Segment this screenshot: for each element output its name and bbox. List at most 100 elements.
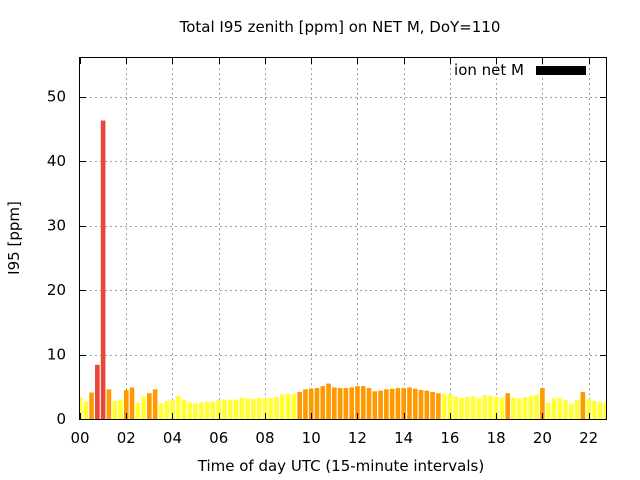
x-tick-label: 16 (440, 429, 459, 447)
bar (592, 400, 597, 419)
plot-frame (79, 57, 607, 420)
x-tick-label: 18 (487, 429, 506, 447)
bar (100, 120, 106, 419)
bar (424, 390, 430, 419)
bar (349, 387, 354, 419)
bar (285, 393, 291, 419)
bar (326, 383, 331, 419)
y-tick-label: 40 (47, 152, 66, 170)
bar (603, 402, 606, 419)
x-tick-label: 22 (579, 429, 598, 447)
x-tick-label: 06 (209, 429, 228, 447)
bar (80, 397, 83, 419)
bar (412, 388, 418, 419)
bar (274, 397, 279, 419)
bar (389, 388, 395, 419)
bar (407, 387, 412, 419)
bar (216, 399, 222, 419)
bars (80, 120, 606, 419)
bar (89, 392, 94, 419)
bar (251, 399, 256, 419)
x-tick-label: 20 (533, 429, 552, 447)
bar (158, 403, 164, 419)
bar (193, 403, 198, 419)
bar (522, 397, 528, 419)
x-tick-label: 10 (302, 429, 321, 447)
bar (378, 390, 383, 419)
bar (418, 389, 424, 419)
bar (332, 387, 337, 419)
bar (516, 398, 522, 419)
bar (511, 397, 516, 419)
bar (279, 394, 285, 419)
bar (320, 386, 326, 419)
x-tick-label: 02 (117, 429, 136, 447)
bar (268, 397, 274, 419)
bar (147, 393, 152, 419)
bar (493, 397, 499, 419)
bar (574, 399, 580, 419)
x-tick-label: 12 (348, 429, 367, 447)
ticks (80, 58, 606, 420)
bar (343, 388, 349, 419)
bar (551, 398, 557, 419)
bar (239, 397, 245, 419)
bar (204, 401, 210, 419)
bar (355, 386, 360, 419)
bar (303, 389, 308, 419)
bar (395, 388, 401, 419)
bar (175, 395, 181, 419)
x-axis-label: Time of day UTC (15-minute intervals) (197, 457, 484, 475)
bar (123, 389, 129, 419)
legend-swatch (536, 66, 586, 75)
chart-title: Total I95 zenith [ppm] on NET M, DoY=110 (179, 18, 501, 36)
bar (488, 395, 493, 419)
bar (210, 401, 216, 419)
bar (164, 400, 170, 419)
bar (534, 394, 539, 419)
bar (141, 396, 146, 419)
bar (464, 397, 470, 419)
bar (262, 398, 268, 419)
bar (597, 402, 603, 419)
bar (135, 402, 141, 419)
x-tick-labels: 00 02 04 06 08 10 12 14 16 18 20 22 (70, 429, 598, 447)
bar (291, 393, 297, 419)
y-tick-label: 20 (47, 281, 66, 299)
bar (499, 397, 505, 419)
bar (528, 395, 534, 419)
bar (580, 391, 586, 419)
bar (470, 396, 476, 419)
bar (586, 399, 591, 419)
y-tick-label: 50 (47, 88, 66, 106)
y-tick-labels: 0 10 20 30 40 50 (47, 88, 66, 428)
bar (222, 399, 227, 419)
bar (112, 400, 117, 419)
bar (256, 397, 262, 419)
bar (152, 389, 158, 419)
bar (83, 401, 89, 419)
bar (453, 396, 459, 419)
bar (297, 391, 302, 419)
legend-label: ion net M (454, 61, 524, 79)
bar (337, 388, 343, 419)
bar (505, 393, 511, 419)
bar (557, 397, 563, 419)
bar (170, 399, 175, 419)
bar (95, 364, 100, 419)
bar (227, 400, 233, 419)
bar (233, 399, 239, 419)
y-tick-label: 10 (47, 346, 66, 364)
y-tick-label: 30 (47, 217, 66, 235)
x-tick-label: 08 (255, 429, 274, 447)
bar (436, 393, 441, 419)
bar (199, 402, 204, 419)
bar (314, 388, 320, 419)
bar (106, 389, 112, 419)
bar (118, 399, 123, 419)
bar (384, 389, 389, 419)
x-tick-label: 04 (163, 429, 182, 447)
bar (187, 402, 193, 419)
bar (545, 402, 551, 419)
